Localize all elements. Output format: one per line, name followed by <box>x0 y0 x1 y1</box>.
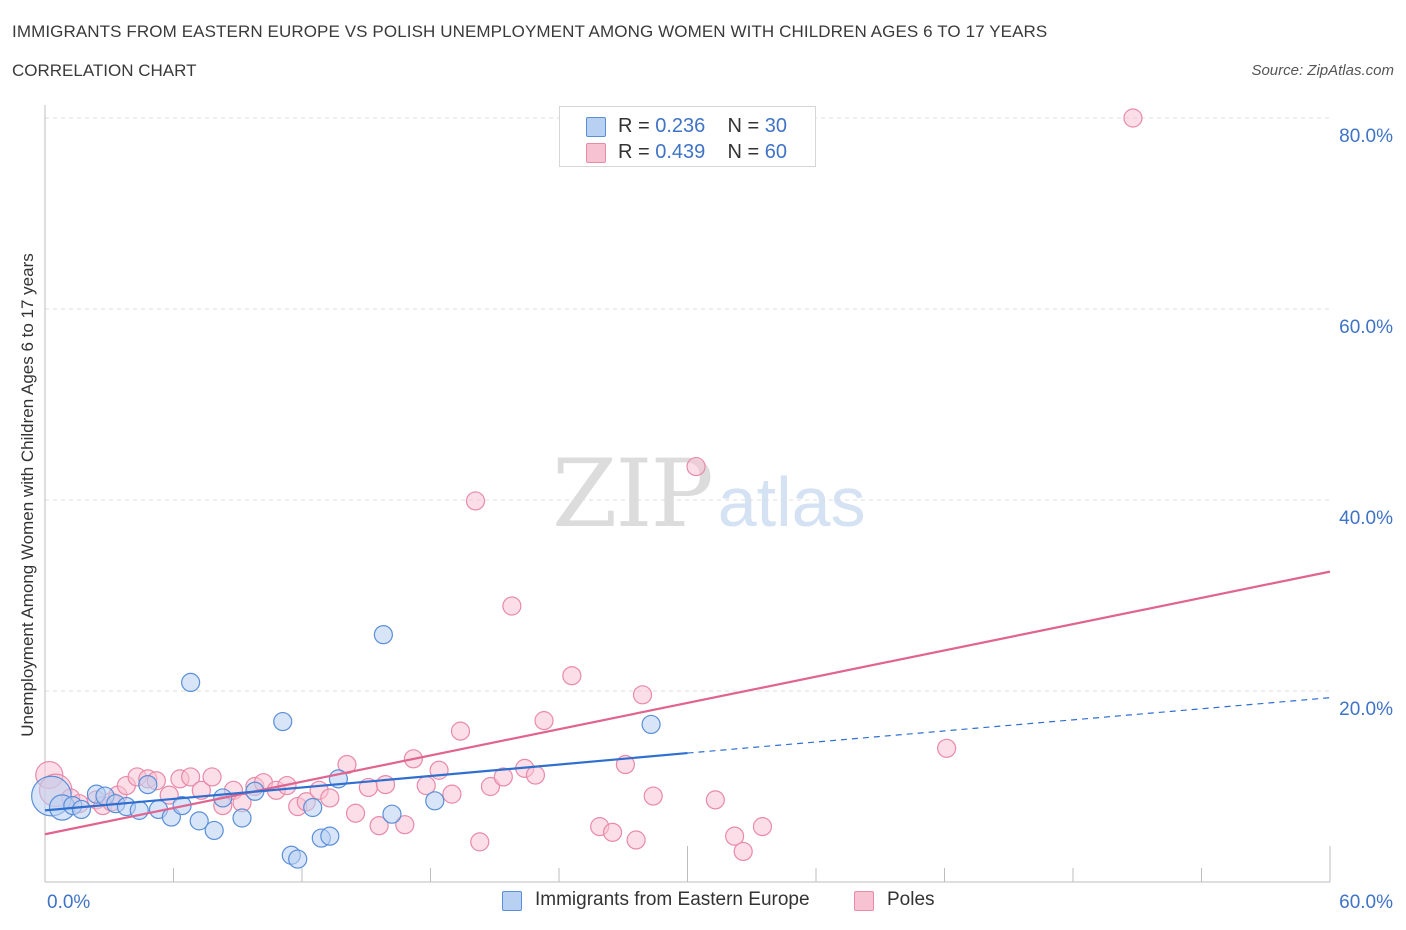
point-immigrants <box>273 711 293 732</box>
legend-item-label: Poles <box>887 889 935 910</box>
point-immigrants <box>138 774 158 795</box>
point-poles <box>705 790 725 810</box>
n-value: 30 <box>764 115 788 137</box>
point-poles <box>181 767 201 787</box>
point-poles <box>525 765 546 785</box>
watermark-atlas: atlas <box>717 463 866 541</box>
trendline-immigrants <box>44 751 688 812</box>
trendline-extension-immigrants <box>687 697 1331 754</box>
point-immigrants <box>189 811 209 831</box>
y-tick-label: 40.0% <box>1339 508 1393 529</box>
legend-row-text: R = 0.236 N = 30 <box>618 115 788 137</box>
point-poles <box>534 711 554 731</box>
point-poles <box>202 767 222 787</box>
point-poles <box>686 456 706 477</box>
point-immigrants <box>382 804 402 824</box>
point-poles <box>320 788 340 808</box>
point-poles <box>375 774 396 795</box>
point-immigrants <box>232 808 252 828</box>
point-poles <box>442 784 462 804</box>
point-poles <box>395 815 415 835</box>
point-poles <box>470 832 490 852</box>
watermark-zip: ZIP <box>552 440 714 549</box>
point-immigrants <box>320 826 340 846</box>
point-poles <box>632 685 653 705</box>
point-immigrants <box>71 799 92 820</box>
point-poles <box>465 491 486 511</box>
y-tick-label: 60.0% <box>1339 317 1393 338</box>
point-immigrants <box>181 672 201 693</box>
x-tick-label: 60.0% <box>1339 892 1393 913</box>
r-value: 0.236 <box>655 115 706 137</box>
point-poles <box>369 816 389 836</box>
point-poles <box>191 780 211 800</box>
r-value: 0.439 <box>655 141 706 163</box>
point-immigrants <box>204 820 224 841</box>
point-poles <box>602 822 623 842</box>
point-poles <box>937 738 957 758</box>
chart-subtitle: CORRELATION CHART <box>12 61 197 80</box>
point-immigrants <box>303 797 323 818</box>
point-poles <box>493 767 513 787</box>
legend-row-text: R = 0.439 N = 60 <box>618 141 788 163</box>
point-poles <box>733 841 753 862</box>
point-poles <box>502 596 522 616</box>
watermark: ZIPatlas <box>552 440 866 549</box>
point-poles <box>626 830 646 850</box>
chart-title: IMMIGRANTS FROM EASTERN EUROPE VS POLISH… <box>12 22 1048 41</box>
pink-swatch <box>854 891 874 911</box>
point-poles <box>450 721 471 741</box>
source-label: Source: ZipAtlas.com <box>1251 62 1394 79</box>
point-immigrants <box>288 849 308 869</box>
n-value: 60 <box>764 141 788 163</box>
point-immigrants <box>641 714 661 735</box>
correlation-legend: R = 0.236 N = 30 R = 0.439 N = 60 <box>559 106 816 167</box>
point-poles <box>643 786 663 806</box>
pink-swatch <box>586 143 606 163</box>
point-poles <box>345 803 366 823</box>
point-poles <box>725 826 745 846</box>
point-poles <box>1123 108 1143 128</box>
blue-swatch <box>502 891 522 911</box>
x-tick-label: 0.0% <box>47 892 90 913</box>
point-immigrants <box>373 625 393 645</box>
y-tick-label: 80.0% <box>1339 126 1393 147</box>
point-immigrants <box>425 791 445 811</box>
trendline-poles <box>44 570 1331 836</box>
legend-item-label: Immigrants from Eastern Europe <box>535 889 810 910</box>
blue-swatch <box>586 117 606 137</box>
y-axis-label: Unemployment Among Women with Children A… <box>18 253 37 737</box>
point-poles <box>562 666 582 686</box>
y-tick-label: 20.0% <box>1339 699 1393 720</box>
point-poles <box>480 776 501 797</box>
point-poles <box>752 817 773 837</box>
